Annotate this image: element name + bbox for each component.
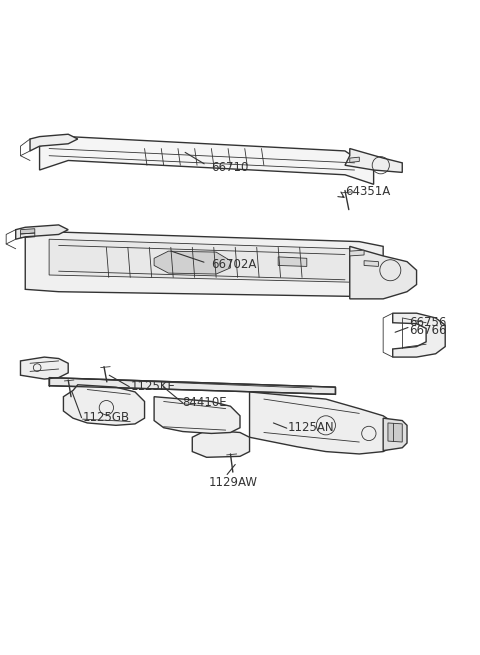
Polygon shape bbox=[350, 246, 417, 299]
Text: 64351A: 64351A bbox=[345, 185, 390, 198]
Polygon shape bbox=[39, 137, 373, 184]
Polygon shape bbox=[192, 430, 250, 457]
Polygon shape bbox=[154, 251, 230, 274]
Polygon shape bbox=[350, 157, 360, 162]
Polygon shape bbox=[364, 261, 378, 267]
Text: 66710: 66710 bbox=[211, 160, 249, 174]
Polygon shape bbox=[154, 397, 240, 434]
Polygon shape bbox=[350, 250, 364, 256]
Text: 1125GB: 1125GB bbox=[83, 411, 130, 424]
Polygon shape bbox=[21, 229, 35, 234]
Polygon shape bbox=[393, 313, 445, 357]
Polygon shape bbox=[16, 225, 68, 239]
Polygon shape bbox=[21, 357, 68, 379]
Text: 1125KE: 1125KE bbox=[130, 380, 175, 393]
Text: 1129AW: 1129AW bbox=[209, 476, 258, 489]
Polygon shape bbox=[49, 239, 350, 282]
Polygon shape bbox=[25, 232, 383, 297]
Polygon shape bbox=[383, 418, 407, 451]
Text: 66702A: 66702A bbox=[211, 258, 257, 271]
Text: 1125AN: 1125AN bbox=[288, 421, 335, 434]
Text: 66766: 66766 bbox=[409, 324, 447, 337]
Polygon shape bbox=[63, 384, 144, 425]
Text: 66756: 66756 bbox=[409, 316, 447, 329]
Polygon shape bbox=[345, 149, 402, 172]
Polygon shape bbox=[388, 423, 402, 442]
Polygon shape bbox=[278, 257, 307, 267]
Polygon shape bbox=[49, 378, 336, 394]
Text: 84410E: 84410E bbox=[183, 396, 228, 409]
Polygon shape bbox=[30, 134, 78, 151]
Polygon shape bbox=[250, 392, 397, 454]
